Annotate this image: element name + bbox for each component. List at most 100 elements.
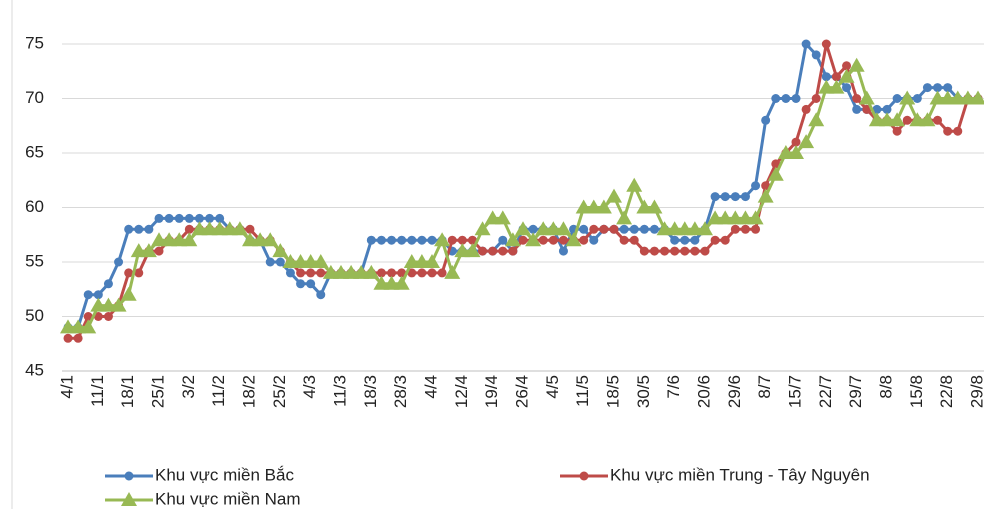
x-tick-label: 12/4: [452, 375, 471, 408]
y-tick-label: 65: [25, 142, 44, 161]
marker: [943, 126, 953, 136]
marker: [761, 115, 771, 125]
marker: [296, 279, 306, 289]
marker: [134, 268, 144, 278]
marker: [164, 213, 174, 223]
marker: [761, 181, 771, 191]
marker: [636, 199, 653, 214]
marker: [154, 246, 164, 256]
x-tick-label: 29/8: [967, 375, 984, 408]
marker: [447, 235, 457, 245]
marker: [818, 79, 835, 94]
marker: [821, 39, 831, 49]
marker: [808, 112, 825, 127]
marker: [842, 83, 852, 93]
x-tick-label: 18/5: [603, 375, 622, 408]
marker: [205, 213, 215, 223]
marker: [373, 275, 390, 290]
marker: [629, 235, 639, 245]
marker: [285, 268, 295, 278]
marker: [579, 235, 589, 245]
marker: [666, 221, 683, 236]
x-tick-label: 28/3: [391, 375, 410, 408]
marker: [407, 235, 417, 245]
marker: [585, 199, 602, 214]
x-tick-label: 22/8: [937, 375, 956, 408]
marker: [508, 246, 518, 256]
x-tick-label: 20/6: [694, 375, 713, 408]
marker: [70, 319, 87, 334]
marker: [639, 246, 649, 256]
marker: [437, 268, 447, 278]
series: [60, 57, 984, 334]
marker: [781, 94, 791, 103]
marker: [730, 192, 740, 202]
marker: [211, 221, 228, 236]
marker: [616, 210, 633, 225]
marker: [184, 224, 194, 234]
marker: [103, 279, 113, 289]
x-tick-label: 11/1: [88, 375, 107, 407]
marker: [959, 90, 976, 105]
marker: [161, 232, 178, 247]
marker: [134, 224, 144, 234]
marker: [879, 112, 895, 127]
x-tick-label: 25/2: [270, 375, 289, 408]
marker: [740, 192, 750, 202]
marker: [488, 246, 498, 256]
marker: [316, 268, 326, 278]
marker: [595, 199, 612, 214]
x-tick-label: 4/1: [57, 375, 76, 399]
marker: [791, 137, 801, 147]
marker: [130, 243, 147, 258]
marker: [575, 199, 592, 214]
marker: [629, 224, 639, 234]
marker: [757, 188, 774, 203]
marker: [751, 224, 761, 234]
marker: [387, 268, 397, 278]
marker: [124, 471, 134, 481]
marker: [434, 232, 451, 247]
marker: [821, 72, 831, 82]
marker: [842, 61, 852, 71]
x-tick-label: 8/7: [755, 375, 774, 399]
marker: [151, 232, 167, 247]
marker: [454, 243, 471, 258]
marker: [494, 210, 511, 225]
marker: [589, 235, 599, 245]
marker: [933, 83, 943, 93]
marker: [518, 235, 528, 245]
marker: [292, 254, 309, 268]
marker: [690, 235, 700, 245]
marker: [649, 246, 659, 256]
marker: [939, 90, 956, 105]
marker: [555, 221, 572, 236]
x-tick-label: 15/8: [907, 375, 926, 408]
marker: [670, 235, 680, 245]
marker: [302, 254, 319, 268]
marker: [140, 243, 157, 258]
marker: [83, 312, 93, 321]
marker: [124, 224, 134, 234]
marker: [710, 235, 720, 245]
marker: [707, 210, 724, 225]
marker: [619, 224, 629, 234]
marker: [474, 221, 491, 236]
x-tick-label: 11/3: [330, 375, 349, 407]
marker: [393, 275, 410, 290]
marker: [656, 221, 673, 236]
marker: [697, 221, 713, 236]
marker: [889, 112, 906, 127]
marker: [838, 68, 855, 83]
x-tick-label: 11/2: [209, 375, 228, 407]
marker: [909, 112, 926, 127]
marker: [424, 254, 440, 268]
x-tick-label: 3/2: [179, 375, 198, 399]
marker: [245, 224, 255, 234]
marker: [215, 213, 225, 223]
marker: [154, 213, 164, 223]
marker: [606, 188, 622, 203]
marker: [413, 254, 430, 268]
marker: [171, 232, 188, 247]
marker: [727, 210, 744, 225]
